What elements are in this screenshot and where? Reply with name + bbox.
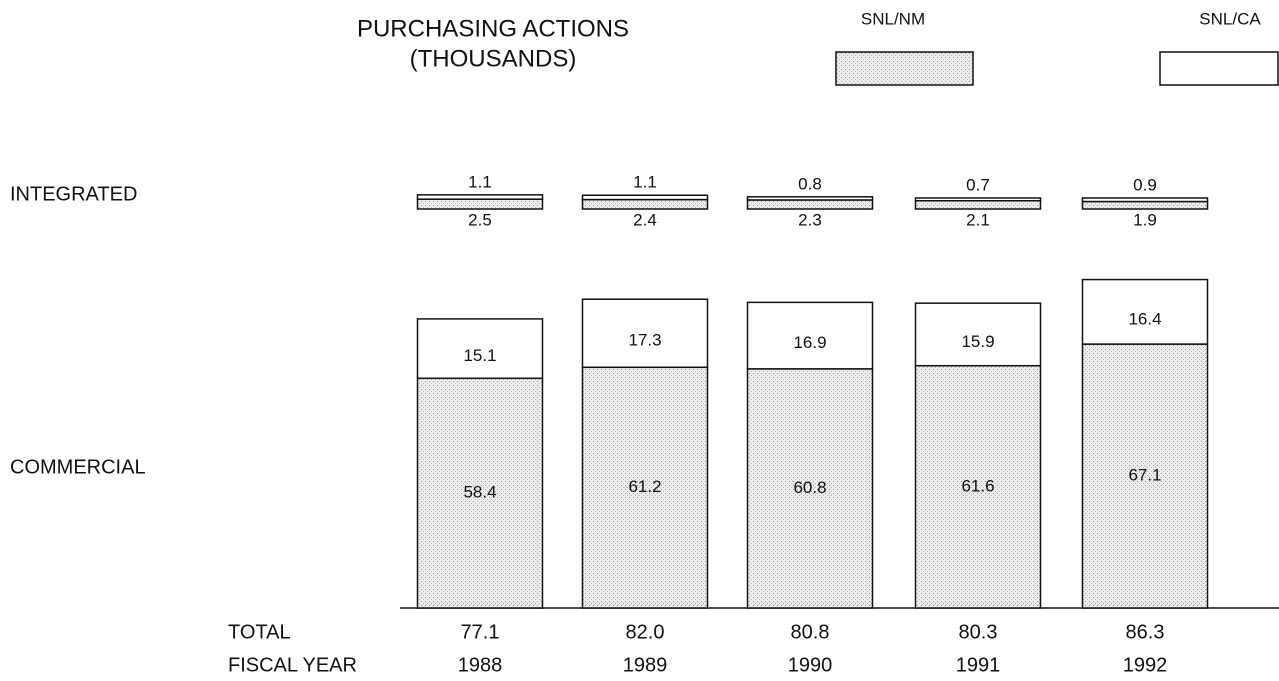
bar-segment [914,302,1042,367]
data-label: 67.1 [1128,466,1161,485]
total-label: 77.1 [461,621,500,643]
data-label: 16.4 [1128,309,1161,328]
bar-segment [914,199,1042,210]
bar-segment [1081,278,1209,345]
bar-segment [416,377,544,609]
data-label: 2.5 [468,210,492,229]
legend-swatch [1159,51,1279,86]
data-label: 0.9 [1133,175,1157,194]
legend-label: SNL/NM [861,9,925,28]
row-label: TOTAL [228,621,291,643]
data-label: 15.1 [463,346,496,365]
data-label: 16.9 [793,333,826,352]
data-label: 1.9 [1133,210,1157,229]
x-tick-label: 1990 [788,654,833,676]
bar-segment [746,199,874,210]
data-label: 17.3 [628,331,661,350]
bar-segment [416,194,544,200]
data-label: 2.4 [633,210,657,229]
data-label: 0.8 [798,174,822,193]
bar-segment [914,197,1042,202]
data-label: 0.7 [966,175,990,194]
data-label: 2.3 [798,210,822,229]
bar-segment [746,368,874,609]
chart-title: PURCHASING ACTIONS [357,15,629,42]
bar-segment [914,364,1042,609]
total-label: 86.3 [1126,621,1165,643]
bar-segment [1081,343,1209,609]
bar-segment [581,198,709,210]
bar-segment [416,318,544,380]
row-label: COMMERCIAL [10,456,146,478]
data-label: 61.6 [961,476,994,495]
legend-swatch [835,51,974,86]
bar-segment [581,298,709,369]
bar-segment [1081,197,1209,203]
bar-segment [746,196,874,201]
bar-segment [746,301,874,370]
data-label: 1.1 [633,173,657,192]
data-label: 58.4 [463,483,496,502]
x-tick-label: 1991 [956,654,1001,676]
data-label: 1.1 [468,172,492,191]
x-tick-label: 1989 [623,654,668,676]
total-label: 82.0 [626,621,665,643]
bar-segment [1081,200,1209,210]
row-label: FISCAL YEAR [228,654,357,676]
x-tick-label: 1992 [1123,654,1168,676]
data-label: 61.2 [628,477,661,496]
data-label: 2.1 [966,210,990,229]
data-label: 60.8 [793,478,826,497]
bar-segment [581,194,709,201]
total-label: 80.8 [791,621,830,643]
row-label: INTEGRATED [10,183,137,205]
bar-segment [416,198,544,210]
legend-label: SNL/CA [1199,9,1261,28]
x-tick-label: 1988 [458,654,503,676]
chart-subtitle: (THOUSANDS) [410,45,577,72]
data-label: 15.9 [961,332,994,351]
total-label: 80.3 [959,621,998,643]
